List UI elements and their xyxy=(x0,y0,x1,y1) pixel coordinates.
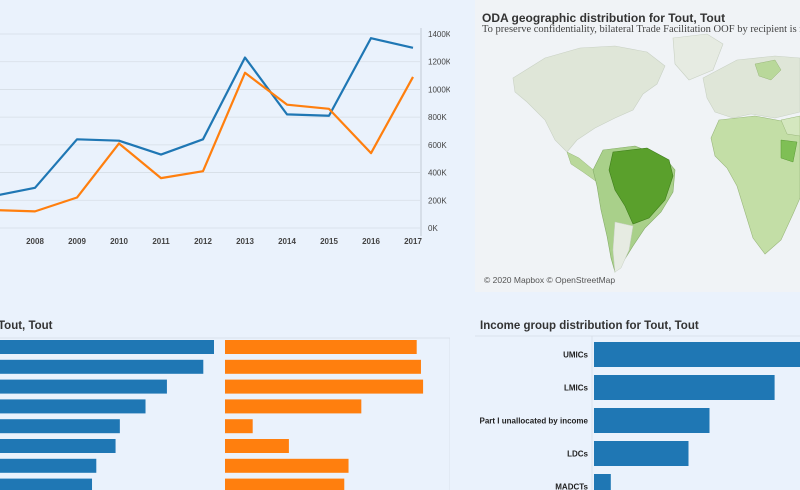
x-tick-label: 2016 xyxy=(362,237,380,246)
series-2-point[interactable] xyxy=(285,102,290,107)
y-tick-label: 1000K xyxy=(428,85,450,94)
line-chart-panel: 0K 200K 400K 600K 800K 1000K 1200K 1400K 2008 200… xyxy=(0,0,450,300)
series-2-point[interactable] xyxy=(369,151,374,156)
series-1-point[interactable] xyxy=(285,112,290,117)
x-tick-label: 2015 xyxy=(320,237,338,246)
x-tick-label: 2013 xyxy=(236,237,254,246)
series-1-point[interactable] xyxy=(327,113,332,118)
map-east-africa xyxy=(780,139,798,163)
x-tick-label: 2010 xyxy=(110,237,128,246)
y-tick-label: 600K xyxy=(428,141,447,150)
series-2-point[interactable] xyxy=(327,106,332,111)
map-title: ODA geographic distribution for Tout, To… xyxy=(482,11,726,25)
income-bar-chart: UMICs LMICs Part I unallocated by income LD… xyxy=(475,335,800,490)
income-chart-panel: Income group distribution for Tout, Tout… xyxy=(475,312,800,490)
series-2-point[interactable] xyxy=(243,70,248,75)
map-argentina xyxy=(612,221,634,273)
blue-bar[interactable] xyxy=(0,359,204,374)
y-tick-label: 800K xyxy=(428,113,447,122)
map-attribution[interactable]: © 2020 Mapbox © OpenStreetMap xyxy=(484,275,616,285)
blue-bar[interactable] xyxy=(0,439,116,453)
blue-bar[interactable] xyxy=(0,478,93,490)
income-category-label: LDCs xyxy=(567,450,588,459)
income-bar[interactable] xyxy=(594,474,611,490)
bar-chart-title: Tout, Tout xyxy=(0,320,53,332)
blue-bar[interactable] xyxy=(0,379,167,394)
series-1-point[interactable] xyxy=(243,55,248,60)
orange-bar[interactable] xyxy=(225,379,424,394)
blue-bar[interactable] xyxy=(0,458,97,473)
map-panel[interactable]: ODA geographic distribution for Tout, To… xyxy=(475,0,800,292)
line-chart: 0K 200K 400K 600K 800K 1000K 1200K 1400K 2008 200… xyxy=(0,28,450,246)
income-category-label: MADCTs xyxy=(555,483,588,490)
x-tick-label: 2009 xyxy=(68,237,86,246)
x-tick-label: 2017 xyxy=(404,237,422,246)
orange-bar[interactable] xyxy=(225,359,421,374)
income-bar[interactable] xyxy=(594,342,800,367)
x-tick-label: 2012 xyxy=(194,237,212,246)
series-2-point[interactable] xyxy=(117,141,122,146)
income-chart-title: Income group distribution for Tout, Tout xyxy=(480,320,699,332)
blue-bar[interactable] xyxy=(0,419,120,434)
paired-bar-chart xyxy=(0,337,450,490)
x-tick-label: 2008 xyxy=(26,237,44,246)
income-bar[interactable] xyxy=(594,408,710,433)
map-greenland xyxy=(672,33,724,81)
series-line-2[interactable] xyxy=(0,71,414,213)
income-category-label: LMICs xyxy=(564,384,589,393)
y-tick-label: 400K xyxy=(428,169,447,178)
series-2-point[interactable] xyxy=(159,176,164,181)
income-bar[interactable] xyxy=(594,441,689,466)
y-tick-label: 1400K xyxy=(428,30,450,39)
series-2-point[interactable] xyxy=(33,209,38,214)
series-1-point[interactable] xyxy=(159,152,164,157)
x-tick-label: 2011 xyxy=(152,237,170,246)
series-1-point[interactable] xyxy=(33,185,38,190)
y-tick-label: 200K xyxy=(428,196,447,205)
map-middle-east xyxy=(780,115,800,137)
series-1-point[interactable] xyxy=(369,36,374,41)
paired-bar-chart-panel: Tout, Tout xyxy=(0,312,450,490)
series-line-1[interactable] xyxy=(0,37,414,196)
map-subtitle: To preserve confidentiality, bilateral T… xyxy=(482,24,800,35)
world-map[interactable] xyxy=(475,0,800,292)
series-2-point[interactable] xyxy=(411,74,416,79)
map-north-america xyxy=(512,45,666,153)
orange-bar[interactable] xyxy=(225,439,289,453)
series-1-point[interactable] xyxy=(201,137,206,142)
series-2-point[interactable] xyxy=(201,169,206,174)
orange-bar[interactable] xyxy=(225,478,345,490)
blue-bar[interactable] xyxy=(0,399,146,414)
orange-bar[interactable] xyxy=(225,340,417,354)
orange-bar[interactable] xyxy=(225,419,253,434)
blue-bar[interactable] xyxy=(0,340,214,354)
y-tick-label: 1200K xyxy=(428,58,450,67)
income-category-label: Part I unallocated by income xyxy=(480,417,589,426)
income-category-label: UMICs xyxy=(563,351,588,360)
orange-bar[interactable] xyxy=(225,399,362,414)
x-tick-label: 2014 xyxy=(278,237,296,246)
y-tick-label: 0K xyxy=(428,224,438,233)
series-1-point[interactable] xyxy=(411,45,416,50)
orange-bar[interactable] xyxy=(225,458,349,473)
map-eastern-europe xyxy=(754,59,782,81)
series-1-point[interactable] xyxy=(75,137,80,142)
map-brazil xyxy=(608,147,674,225)
series-2-point[interactable] xyxy=(75,195,80,200)
income-bar[interactable] xyxy=(594,375,775,400)
